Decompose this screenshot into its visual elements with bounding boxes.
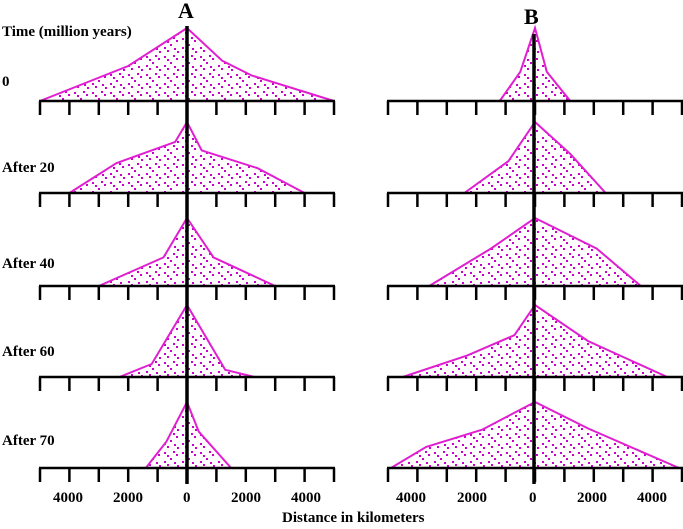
row-label-70: After 70 (2, 433, 55, 449)
a-tick-label-3: 0 (183, 490, 191, 506)
b-tick-label-3: 0 (529, 490, 537, 506)
a-tick-label-1: 4000 (53, 490, 83, 506)
b-tick-label-1: 4000 (396, 490, 426, 506)
a-tick-label-4: 2000 (231, 490, 261, 506)
time-axis-label: Time (million years) (2, 24, 132, 40)
column-a-label: A (178, 0, 194, 23)
row-label-0: 0 (2, 74, 10, 90)
b-tick-label-5: 4000 (637, 490, 667, 506)
row-label-40: After 40 (2, 256, 55, 272)
row-label-60: After 60 (2, 344, 55, 360)
panel-b (386, 24, 683, 484)
b-tick-label-2: 2000 (457, 490, 487, 506)
panel-a (38, 26, 336, 484)
x-axis-title: Distance in kilometers (282, 510, 425, 526)
b-tick-label-4: 2000 (577, 490, 607, 506)
a-tick-label-2: 2000 (113, 490, 143, 506)
a-tick-label-5: 4000 (291, 490, 321, 506)
column-b-label: B (524, 4, 539, 29)
row-label-20: After 20 (2, 160, 55, 176)
